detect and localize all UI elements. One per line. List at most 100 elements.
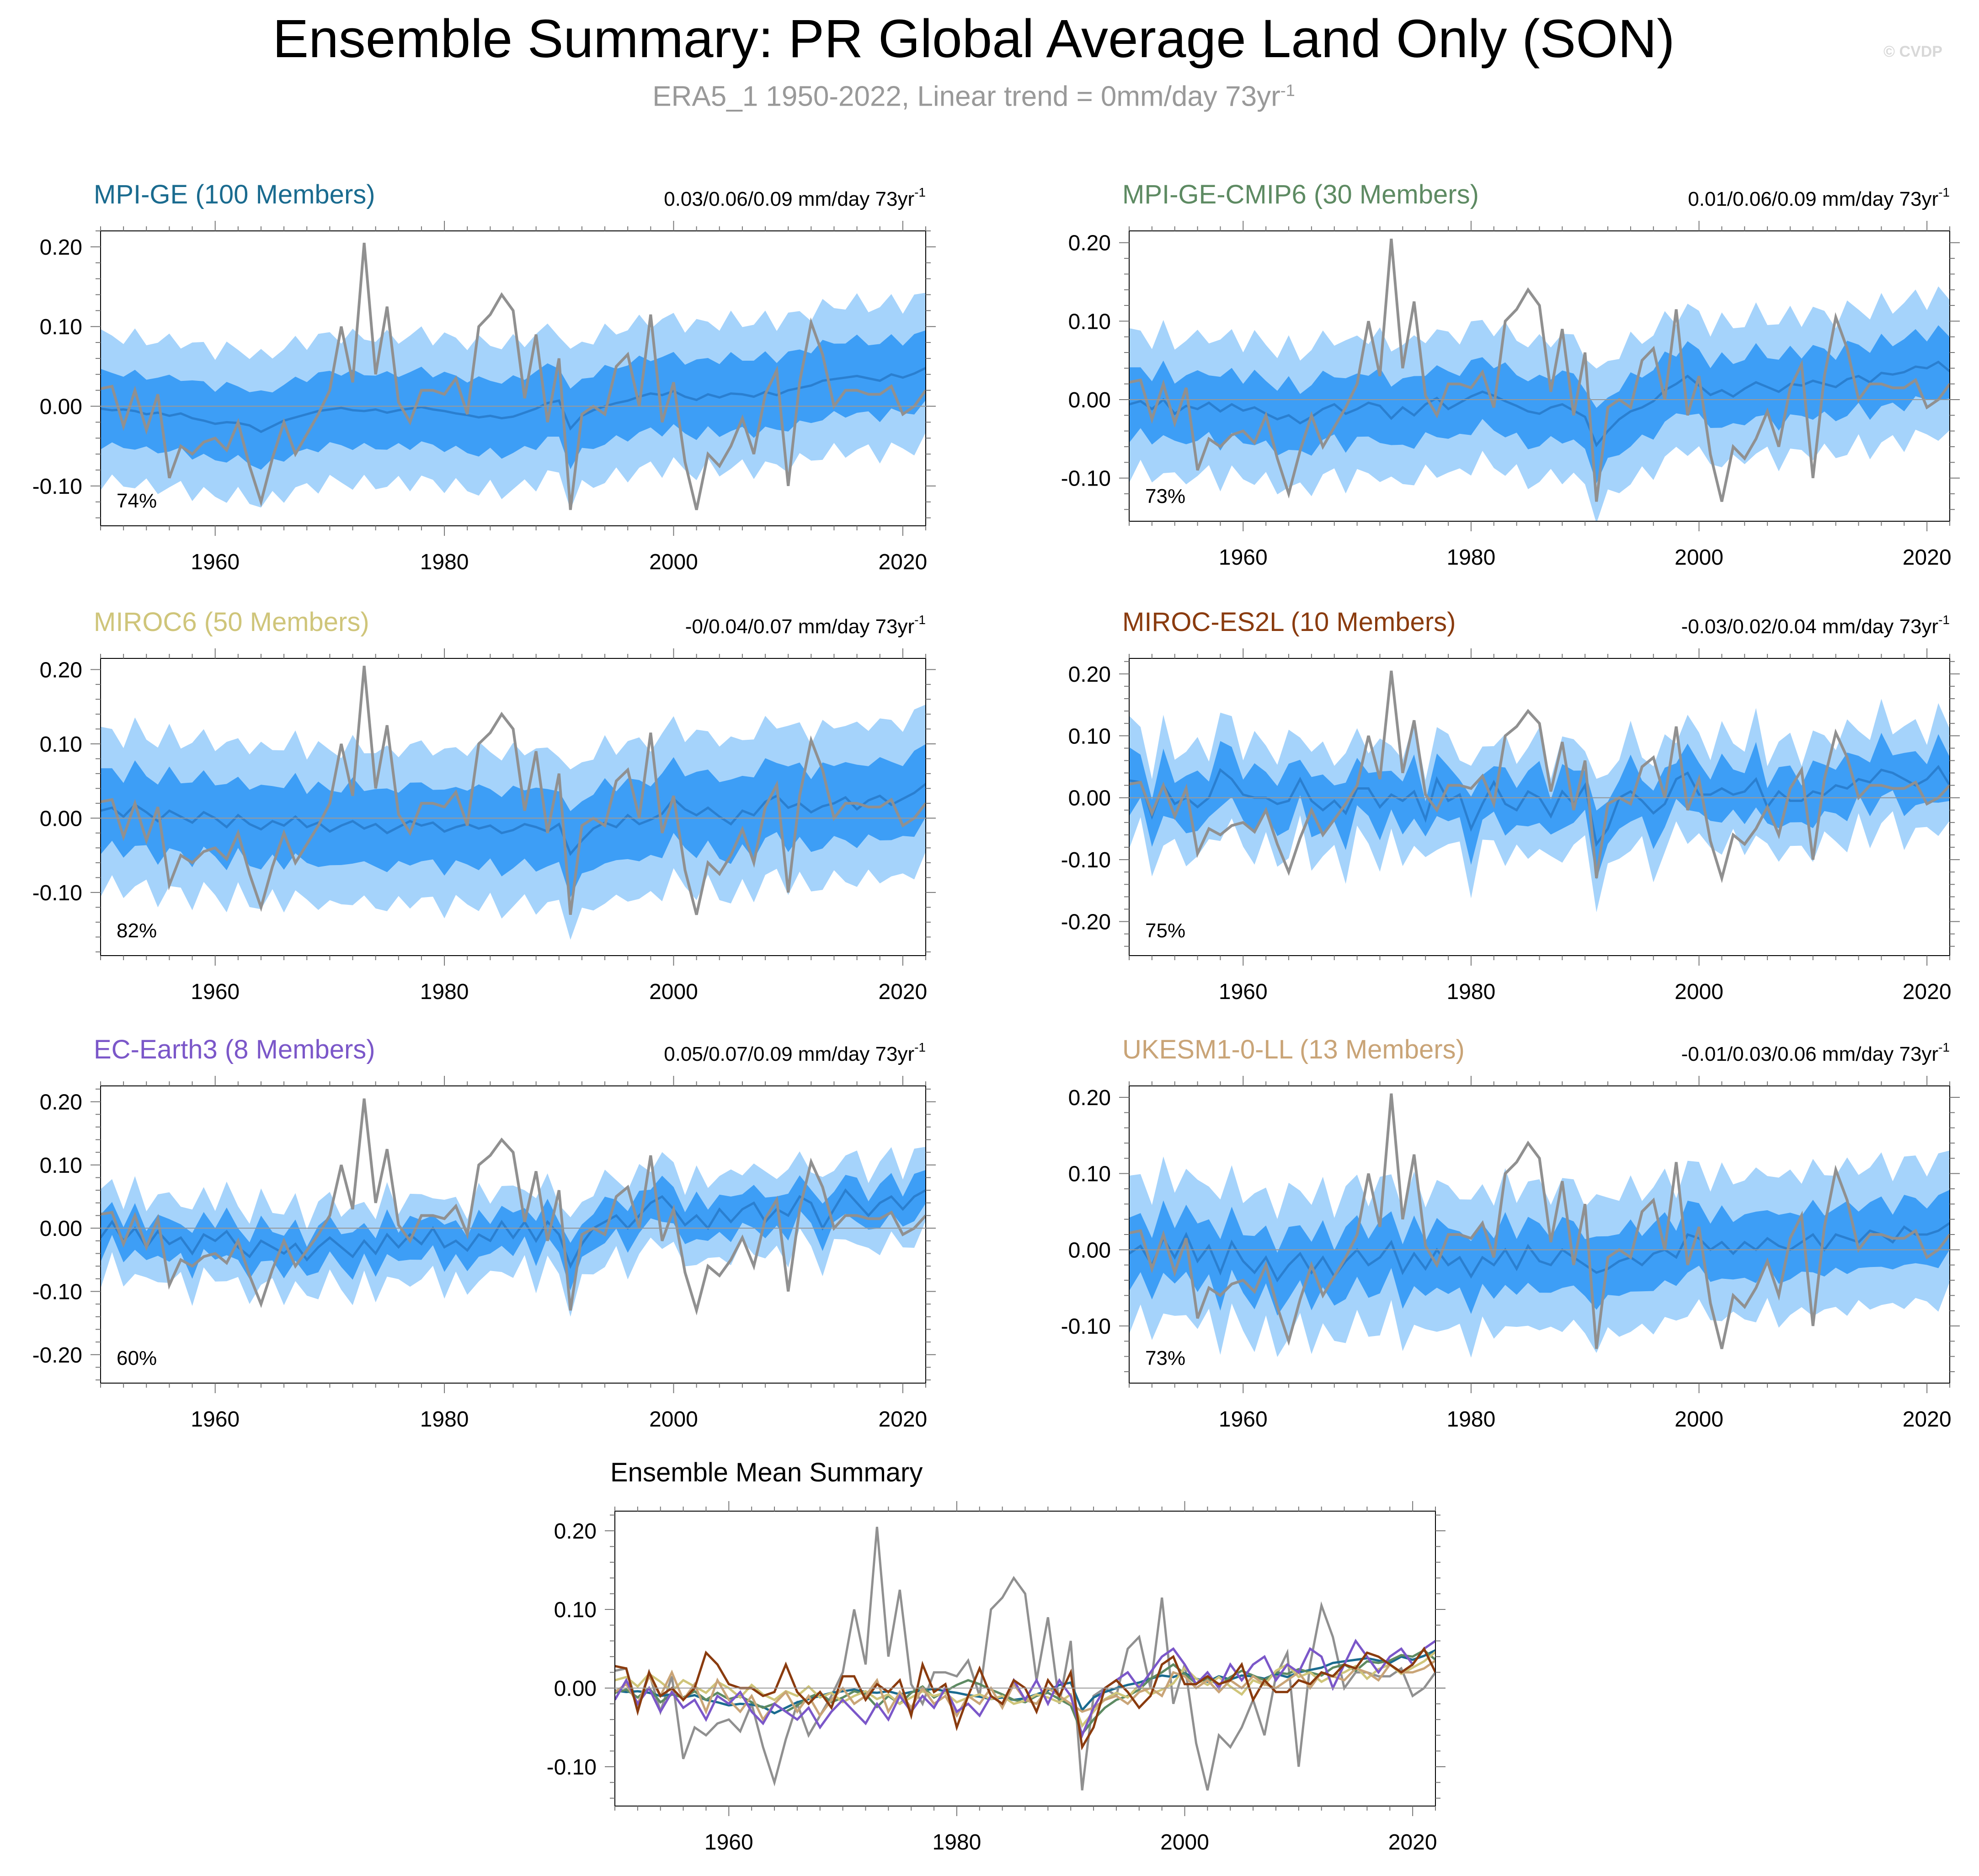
x-tick-label: 2000	[1160, 1830, 1209, 1855]
x-tick-label: 2020	[1903, 1407, 1952, 1432]
y-tick-label: 0.00	[40, 1217, 82, 1241]
y-tick-label: 0.10	[554, 1598, 597, 1622]
panel-title: MPI-GE (100 Members)	[94, 180, 375, 209]
x-tick-label: 2020	[1903, 980, 1952, 1004]
x-tick-label: 1960	[1219, 1407, 1268, 1432]
observations-line	[1129, 1093, 1950, 1349]
percent-label: 82%	[117, 919, 157, 942]
trend-label-superscript: -1	[914, 613, 926, 627]
y-tick-label: -0.10	[1061, 848, 1111, 872]
plot-area	[615, 1527, 1435, 1791]
y-tick-label: -0.20	[32, 1343, 82, 1368]
trend-label-text: 0.01/0.06/0.09 mm/day 73yr	[1688, 188, 1938, 210]
summary-series-line	[615, 1527, 1435, 1791]
x-tick-label: 1960	[704, 1830, 753, 1855]
trend-label-text: 0.05/0.07/0.09 mm/day 73yr	[664, 1043, 914, 1065]
x-tick-label: 2020	[878, 550, 927, 574]
ensemble-mean-line	[101, 1188, 926, 1269]
x-tick-label: 1960	[191, 980, 240, 1004]
chart-panel-4: 1960 1980 2000 2020 -0.20 -0.10 0.00 0.10 0.20 MI…	[1061, 607, 1960, 1004]
trend-label: 0.01/0.06/0.09 mm/day 73yr-1	[1688, 185, 1950, 210]
y-tick-label: 0.10	[1068, 724, 1111, 748]
trend-label-superscript: -1	[914, 185, 926, 199]
ensemble-inner-band	[1129, 732, 1950, 880]
y-tick-label: 0.00	[40, 395, 82, 419]
y-tick-label: 0.20	[554, 1519, 597, 1544]
trend-label-text: -0.01/0.03/0.06 mm/day 73yr	[1681, 1043, 1939, 1065]
cvdp-watermark: © CVDP	[1883, 43, 1942, 60]
x-tick-label: 2020	[1903, 545, 1952, 570]
x-tick-label: 2000	[649, 550, 698, 574]
x-tick-label: 2000	[1675, 545, 1723, 570]
trend-label-superscript: -1	[1938, 613, 1950, 627]
plot-area	[1129, 670, 1950, 913]
trend-label-superscript: -1	[1938, 1040, 1950, 1054]
plot-area	[1129, 1093, 1950, 1358]
y-tick-label: 0.20	[40, 658, 82, 682]
observations-line	[101, 1098, 926, 1316]
y-tick-label: 0.10	[40, 1154, 82, 1178]
x-tick-label: 1960	[1219, 980, 1268, 1004]
ensemble-mean-line	[101, 783, 926, 856]
chart-panel-2: 1960 1980 2000 2020 -0.10 0.00 0.10 0.20 MPI-GE-…	[1061, 180, 1960, 570]
observations-line	[1129, 670, 1950, 883]
y-tick-label: 0.00	[554, 1677, 597, 1701]
x-tick-label: 2000	[1675, 980, 1723, 1004]
chart-panel-3: 1960 1980 2000 2020 -0.10 0.00 0.10 0.20 MIROC6 …	[32, 607, 936, 1004]
y-tick-label: 0.20	[1068, 1086, 1111, 1110]
panel-title: EC-Earth3 (8 Members)	[94, 1035, 375, 1064]
y-tick-label: -0.10	[1061, 1315, 1111, 1339]
chart-panel-6: 1960 1980 2000 2020 -0.10 0.00 0.10 0.20 UKESM1-…	[1061, 1035, 1960, 1432]
percent-label: 73%	[1145, 485, 1185, 508]
trend-label-text: -0.03/0.02/0.04 mm/day 73yr	[1681, 615, 1939, 638]
y-tick-label: 0.10	[40, 315, 82, 339]
trend-label: 0.03/0.06/0.09 mm/day 73yr-1	[664, 185, 926, 210]
x-tick-label: 1980	[1447, 980, 1496, 1004]
trend-label-superscript: -1	[914, 1040, 926, 1054]
chart-panel-5: 1960 1980 2000 2020 -0.20 -0.10 0.00 0.10 0.20 EC…	[32, 1035, 936, 1432]
x-tick-label: 2020	[878, 980, 927, 1004]
plot-area	[101, 666, 926, 940]
y-tick-label: 0.00	[1068, 786, 1111, 811]
x-tick-label: 1980	[933, 1830, 981, 1855]
y-tick-label: 0.00	[1068, 1238, 1111, 1262]
ensemble-inner-band	[1129, 325, 1950, 484]
y-tick-label: -0.10	[32, 1280, 82, 1304]
y-tick-label: 0.10	[40, 732, 82, 757]
y-tick-label: 0.00	[1068, 388, 1111, 412]
summary-series-line	[615, 1649, 1435, 1736]
y-tick-label: 0.10	[1068, 1162, 1111, 1187]
plot-area	[101, 242, 926, 510]
y-tick-label: -0.10	[547, 1755, 597, 1780]
x-tick-label: 1960	[1219, 545, 1268, 570]
ensemble-mean-line	[1129, 1222, 1950, 1283]
x-tick-label: 2020	[878, 1407, 927, 1432]
x-tick-label: 1960	[191, 550, 240, 574]
y-tick-label: 0.20	[1068, 663, 1111, 687]
panel-title: Ensemble Mean Summary	[610, 1458, 923, 1487]
trend-label: 0.05/0.07/0.09 mm/day 73yr-1	[664, 1040, 926, 1065]
percent-label: 74%	[117, 490, 157, 512]
y-tick-label: 0.20	[40, 1090, 82, 1115]
trend-label: -0/0.04/0.07 mm/day 73yr-1	[685, 613, 926, 638]
x-tick-label: 2000	[1675, 1407, 1723, 1432]
summary-series-line	[615, 1638, 1435, 1739]
x-tick-label: 2000	[649, 980, 698, 1004]
plot-area	[101, 1098, 926, 1317]
x-tick-label: 2020	[1388, 1830, 1437, 1855]
x-tick-label: 1980	[420, 1407, 469, 1432]
observations-line	[101, 242, 926, 510]
trend-label: -0.03/0.02/0.04 mm/day 73yr-1	[1681, 613, 1950, 638]
x-tick-label: 1980	[420, 980, 469, 1004]
page-subtitle: ERA5_1 1950-2022, Linear trend = 0mm/day…	[0, 72, 1947, 115]
subtitle-text: ERA5_1 1950-2022, Linear trend = 0mm/day…	[652, 80, 1280, 112]
percent-label: 75%	[1145, 919, 1185, 942]
y-tick-label: -0.10	[1061, 467, 1111, 491]
observations-line	[1129, 238, 1950, 502]
percent-label: 60%	[117, 1347, 157, 1369]
x-tick-label: 1980	[1447, 545, 1496, 570]
ensemble-inner-band	[1129, 1190, 1950, 1316]
observations-line	[101, 666, 926, 915]
trend-label-text: 0.03/0.06/0.09 mm/day 73yr	[664, 188, 914, 210]
